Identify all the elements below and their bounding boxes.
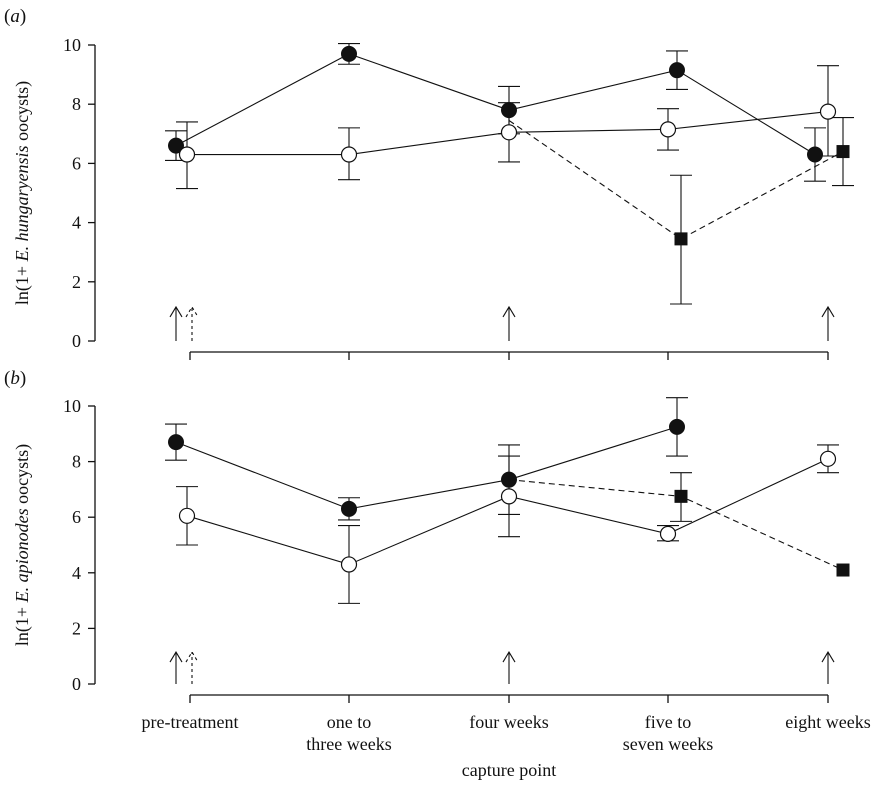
y-tick-label: 2 xyxy=(72,618,81,638)
data-point xyxy=(669,62,685,79)
treatment-arrow-head xyxy=(502,305,516,318)
treatment-arrow-head xyxy=(169,650,183,663)
x-tick-label: four weeks xyxy=(469,712,548,732)
series-line xyxy=(508,120,844,240)
x-tick-label: seven weeks xyxy=(623,734,713,754)
data-point xyxy=(807,146,823,163)
x-axis-title: capture point xyxy=(462,760,556,780)
panel-label: (b) xyxy=(4,368,26,389)
treatment-arrow-head xyxy=(502,650,516,663)
data-point xyxy=(674,232,688,246)
series-line xyxy=(175,426,678,510)
data-point xyxy=(341,45,357,62)
treatment-arrow-head xyxy=(821,305,835,318)
data-point xyxy=(340,556,358,573)
x-tick-label: eight weeks xyxy=(785,712,870,732)
series-line xyxy=(175,53,816,155)
data-point xyxy=(500,488,518,505)
panel-label: (a) xyxy=(4,6,26,27)
data-point xyxy=(340,146,358,163)
data-point xyxy=(674,489,688,503)
series-filled-square xyxy=(508,116,854,305)
chart-panel-1: (a) 0 2 4 6 8 10 ln(1+ E. hungaryensis oocysts) xyxy=(4,6,854,360)
x-tick-label: three weeks xyxy=(306,734,391,754)
y-tick-label: 8 xyxy=(72,452,81,472)
data-point xyxy=(819,103,837,120)
y-tick-label: 2 xyxy=(72,272,81,292)
data-point xyxy=(669,418,685,435)
data-point xyxy=(836,563,850,577)
treatment-arrow-head xyxy=(185,305,199,318)
y-tick-label: 4 xyxy=(72,563,81,583)
y-tick-label: 6 xyxy=(72,153,81,173)
y-axis-label: ln(1+ E. apionodes oocysts) xyxy=(12,444,33,646)
y-tick-label: 10 xyxy=(63,396,81,416)
x-tick-label: one to xyxy=(327,712,372,732)
data-point xyxy=(659,121,677,138)
y-tick-label: 0 xyxy=(72,674,81,694)
chart-panel-2: (b) 0 2 4 6 8 10 ln(1+ E. apionodes oocysts) xyxy=(4,368,850,703)
series-filled-square xyxy=(508,472,850,577)
y-tick-label: 8 xyxy=(72,94,81,114)
y-tick-label: 6 xyxy=(72,507,81,527)
treatment-arrow-head xyxy=(185,650,199,663)
data-point xyxy=(178,507,196,524)
x-tick-label: pre-treatment xyxy=(142,712,239,732)
data-point xyxy=(168,434,184,451)
treatment-arrow-head xyxy=(169,305,183,318)
series-filled-circle xyxy=(165,42,826,182)
y-tick-label: 10 xyxy=(63,35,81,55)
series-filled-circle xyxy=(165,397,688,521)
y-axis-label: ln(1+ E. hungaryensis oocysts) xyxy=(12,81,33,305)
x-tick-label: five to xyxy=(645,712,692,732)
data-point xyxy=(168,137,184,154)
data-point xyxy=(836,145,850,159)
data-point xyxy=(178,146,196,163)
y-tick-label: 0 xyxy=(72,331,81,351)
data-point xyxy=(819,450,837,467)
series-open-circle xyxy=(176,444,839,604)
series-open-circle xyxy=(176,65,839,190)
data-point xyxy=(341,500,357,517)
data-point xyxy=(659,525,677,542)
treatment-arrow-head xyxy=(821,650,835,663)
data-point xyxy=(500,124,518,141)
y-tick-label: 4 xyxy=(72,213,81,233)
